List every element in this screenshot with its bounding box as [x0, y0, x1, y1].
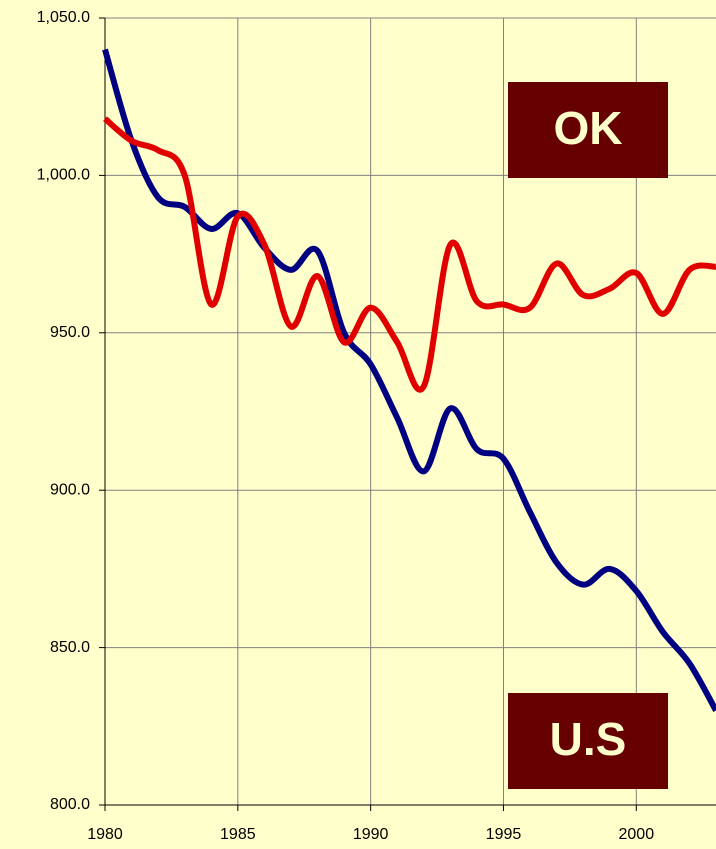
series-line [102, 48, 716, 713]
legend-label: U.S [550, 713, 627, 765]
y-tick-label: 900.0 [50, 481, 90, 498]
y-tick-label: 850.0 [50, 639, 90, 656]
x-tick-label: 1980 [87, 826, 123, 843]
legend-box [508, 693, 668, 789]
y-tick-label: 950.0 [50, 324, 90, 341]
y-tick-label: 800.0 [50, 796, 90, 813]
x-tick-label: 1985 [220, 826, 256, 843]
x-tick-label: 2000 [619, 826, 655, 843]
legend-box [508, 82, 668, 178]
x-tick-label: 1995 [486, 826, 522, 843]
y-tick-label: 1,050.0 [37, 9, 90, 26]
legend-label: OK [554, 102, 623, 154]
series-line [103, 116, 716, 393]
y-tick-label: 1,000.0 [37, 167, 90, 184]
x-tick-label: 1990 [353, 826, 389, 843]
